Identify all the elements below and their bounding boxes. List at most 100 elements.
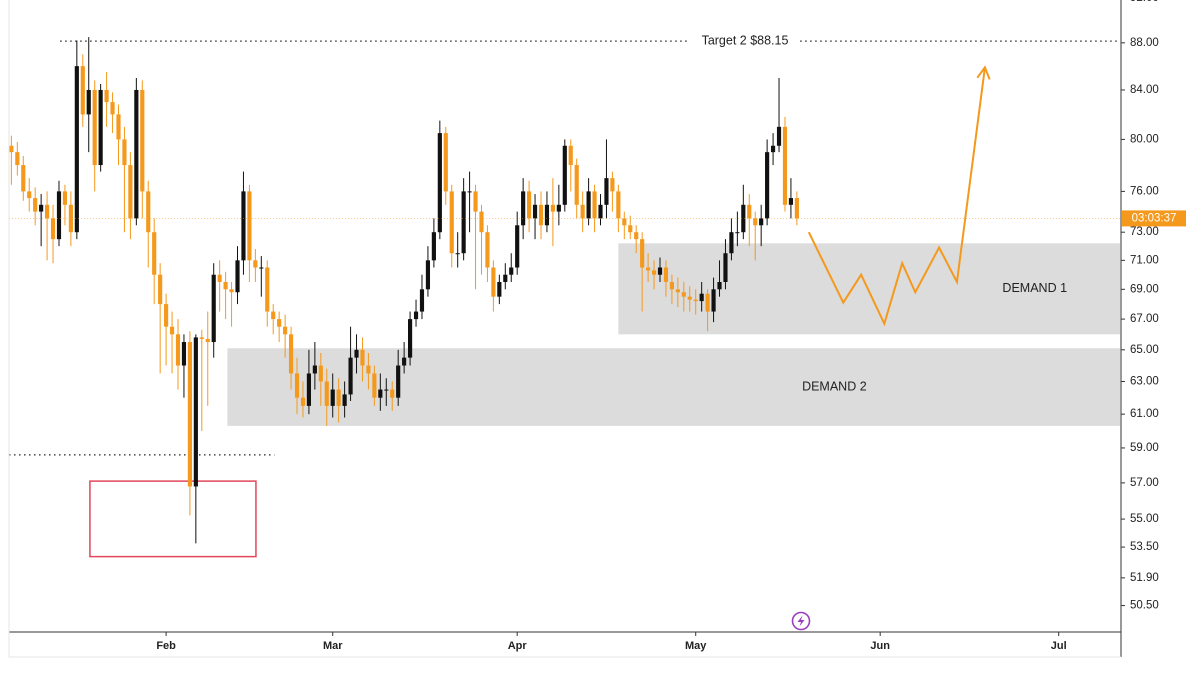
candle-body — [402, 357, 407, 366]
y-tick-label: 76.00 — [1130, 185, 1159, 197]
candle-body — [39, 204, 44, 212]
candle-body — [140, 89, 145, 192]
candle-body — [509, 267, 514, 275]
candle-body — [205, 338, 210, 343]
y-tick-label: 80.00 — [1130, 133, 1159, 145]
candle-body — [211, 274, 216, 343]
event-icon — [791, 611, 811, 631]
candle-body — [294, 373, 300, 398]
candle-body — [283, 326, 288, 335]
level-label: Target 2 $88.15 — [702, 33, 789, 47]
candle-body — [396, 365, 401, 398]
candle-body — [104, 89, 109, 103]
axis-mask — [1121, 0, 1200, 675]
candle-body — [86, 89, 91, 115]
candle-body — [50, 218, 56, 240]
zone — [89, 480, 257, 558]
candle-body — [782, 126, 788, 205]
candle-body — [265, 267, 270, 312]
candle-body — [407, 319, 413, 358]
candle-body — [372, 373, 377, 398]
candle-body — [753, 218, 758, 226]
candle-body — [562, 145, 567, 205]
candle-body — [568, 145, 573, 166]
candle-body — [318, 365, 323, 382]
y-tick-label: 55.00 — [1130, 513, 1159, 525]
candle-body — [354, 349, 359, 358]
countdown-badge — [1122, 210, 1186, 227]
candle-body — [324, 381, 329, 406]
candle-body — [152, 232, 157, 275]
candle-body — [21, 165, 26, 192]
candle-body — [735, 232, 740, 234]
candle-body — [521, 191, 526, 226]
y-tick-label: 84.00 — [1130, 84, 1159, 96]
candle-body — [544, 204, 550, 226]
candle-body — [437, 133, 442, 233]
candle-body — [646, 267, 651, 271]
candle-body — [794, 198, 799, 219]
candle-body — [443, 133, 448, 192]
candle-body — [538, 204, 544, 226]
candle-body — [622, 218, 627, 226]
candle-body — [175, 334, 181, 366]
candle-body — [675, 289, 680, 293]
candle-body — [497, 281, 502, 297]
candle-body — [473, 191, 478, 212]
candle-body — [610, 178, 615, 192]
candle-body — [68, 204, 73, 233]
candle-body — [765, 152, 770, 219]
candle-body — [92, 89, 97, 166]
y-tick-label: 92.00 — [1130, 0, 1159, 4]
candle-body — [729, 232, 734, 254]
candle-body — [580, 204, 585, 219]
candle-body — [312, 365, 317, 374]
candle-body — [663, 267, 669, 282]
candle-body — [80, 66, 85, 115]
candle-body — [110, 102, 115, 115]
candle-body — [366, 365, 371, 374]
candle-body — [9, 145, 14, 153]
candle-body — [348, 357, 353, 395]
candle-body — [759, 218, 764, 226]
candle-body — [199, 337, 204, 339]
candle-body — [62, 191, 68, 205]
countdown-label: 03:03:37 — [1132, 212, 1177, 224]
candle-body — [27, 191, 32, 199]
candle-body — [259, 267, 264, 269]
candle-body — [384, 389, 389, 391]
candle-body — [628, 225, 633, 233]
candle-body — [598, 204, 603, 219]
candle-body — [479, 211, 484, 233]
candle-body — [223, 281, 228, 290]
candle-body — [515, 225, 520, 268]
candle-body — [378, 389, 383, 398]
candle-body — [527, 191, 532, 219]
zone-label: DEMAND 2 — [802, 379, 867, 393]
projection-path — [807, 67, 986, 327]
candle-body — [431, 232, 436, 261]
y-tick-label: 61.00 — [1130, 408, 1159, 420]
y-tick-label: 73.00 — [1130, 226, 1159, 238]
candle-body — [467, 191, 472, 193]
candle-body — [574, 165, 579, 205]
candle-body — [306, 373, 311, 406]
candle-body — [74, 66, 79, 233]
candle-body — [586, 191, 591, 219]
candle-body — [741, 204, 746, 233]
candle-body — [455, 253, 460, 255]
candle-body — [390, 389, 395, 398]
candle-body — [158, 274, 163, 305]
candle-body — [592, 191, 597, 219]
candle-body — [116, 114, 121, 140]
candle-body — [122, 139, 127, 166]
candle-body — [604, 178, 609, 205]
candle-body — [247, 191, 252, 261]
y-tick-label: 63.00 — [1130, 376, 1159, 388]
candle-body — [776, 126, 782, 146]
y-tick-label: 51.90 — [1130, 572, 1159, 584]
candle-body — [419, 289, 425, 312]
x-tick-label: Feb — [156, 640, 176, 652]
candle-body — [277, 319, 282, 327]
